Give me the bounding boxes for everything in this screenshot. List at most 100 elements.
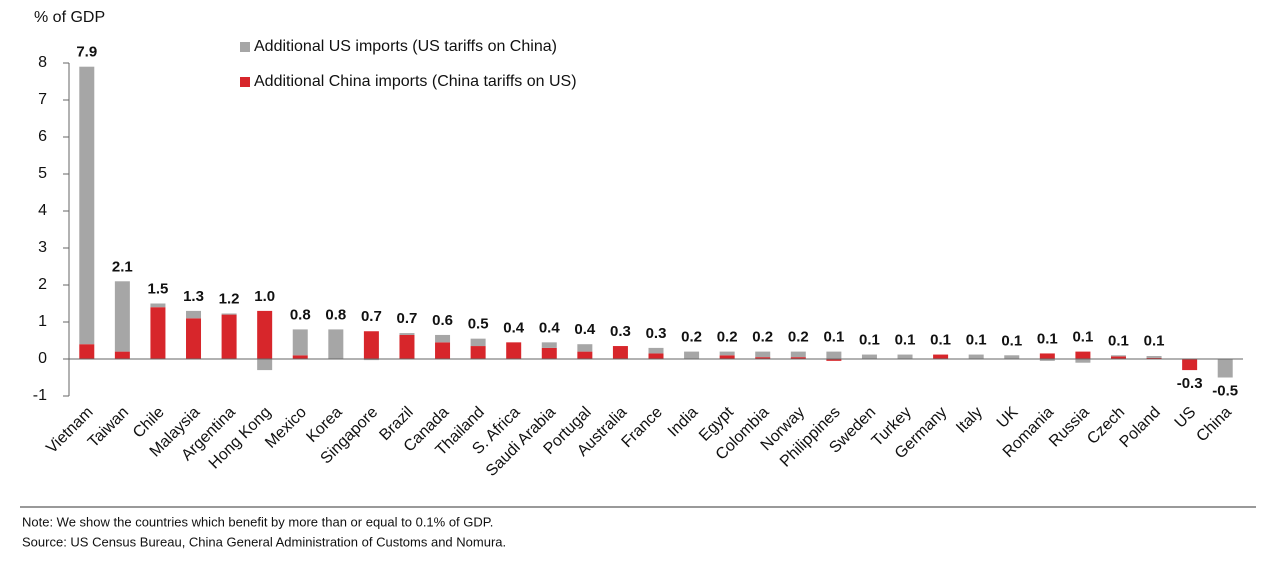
bar-segment xyxy=(435,334,451,343)
total-label: 1.5 xyxy=(148,280,169,297)
bar-segment xyxy=(719,351,735,356)
bar-segment xyxy=(897,354,913,359)
x-tick-label: Russia xyxy=(1046,404,1093,451)
total-label: 0.2 xyxy=(752,329,773,346)
bar-segment xyxy=(292,329,308,356)
legend-swatch xyxy=(240,77,250,87)
total-label: -0.3 xyxy=(1177,375,1203,392)
y-tick-label: 1 xyxy=(38,313,47,330)
total-label: 0.1 xyxy=(1144,332,1165,349)
bar-segment xyxy=(577,351,593,359)
total-label: 0.1 xyxy=(930,332,951,349)
bar-segment xyxy=(648,347,664,354)
total-label: 0.3 xyxy=(646,325,667,342)
bar-segment xyxy=(1217,359,1233,378)
bar-segment xyxy=(826,351,842,359)
bar-segment xyxy=(292,355,308,359)
bar-segment xyxy=(755,351,771,358)
total-label: 0.1 xyxy=(895,332,916,349)
bar-segment xyxy=(328,329,344,359)
bar-segment xyxy=(612,346,628,359)
total-label: 2.1 xyxy=(112,258,133,275)
total-label: 0.4 xyxy=(574,321,596,338)
bar-segment xyxy=(826,359,842,361)
total-label: 0.1 xyxy=(1037,330,1058,347)
total-label: 0.1 xyxy=(1001,332,1022,349)
bar-segment xyxy=(186,318,202,359)
total-label: 0.4 xyxy=(539,319,561,336)
total-label: 1.3 xyxy=(183,288,204,305)
bar-segment xyxy=(470,346,486,359)
bar-segment xyxy=(363,331,379,359)
source: Source: US Census Bureau, China General … xyxy=(22,534,506,549)
bar-segment xyxy=(684,351,700,359)
total-label: 1.2 xyxy=(219,290,240,307)
total-label: 0.2 xyxy=(788,329,809,346)
y-tick-label: 2 xyxy=(38,276,47,293)
total-label: 1.0 xyxy=(254,288,275,305)
total-label: 0.3 xyxy=(610,323,631,340)
bar-segment xyxy=(114,281,130,352)
bar-segment xyxy=(257,359,273,371)
bar-segment xyxy=(719,355,735,359)
y-axis-label: % of GDP xyxy=(34,9,105,26)
bar-segment xyxy=(186,310,202,319)
bar-segment xyxy=(221,313,237,315)
bar-segment xyxy=(1182,359,1198,371)
total-label: 0.1 xyxy=(1108,332,1129,349)
bar-segment xyxy=(257,310,273,359)
y-tick-label: 8 xyxy=(38,54,47,71)
bar-segment xyxy=(968,354,984,359)
total-label: 0.4 xyxy=(503,319,525,336)
bar-segment xyxy=(790,351,806,358)
bar-segment xyxy=(363,359,379,361)
total-label: 0.5 xyxy=(468,316,489,333)
legend-label: Additional China imports (China tariffs … xyxy=(254,73,577,90)
bar-segment xyxy=(79,344,95,359)
bar-segment xyxy=(1110,356,1126,359)
total-label: 0.1 xyxy=(859,332,880,349)
total-label: 0.1 xyxy=(1072,329,1093,346)
bar-segment xyxy=(577,344,593,352)
y-tick-label: 5 xyxy=(38,165,47,182)
bar-segment xyxy=(399,334,415,359)
total-label: 0.1 xyxy=(823,329,844,346)
x-tick-label: UK xyxy=(994,404,1022,432)
legend-swatch xyxy=(240,42,250,52)
y-tick-label: -1 xyxy=(33,387,47,404)
bar-segment xyxy=(790,357,806,359)
x-tick-label: Vietnam xyxy=(43,404,96,457)
bar-segment xyxy=(1075,351,1091,359)
bar-segment xyxy=(1039,359,1055,361)
bar-segment xyxy=(1004,355,1020,359)
bar-segment xyxy=(79,66,95,345)
x-tick-label: Italy xyxy=(953,404,986,437)
bar-segment xyxy=(1146,357,1162,359)
total-label: 0.7 xyxy=(397,310,418,327)
total-label: -0.5 xyxy=(1212,382,1238,399)
x-tick-label: Taiwan xyxy=(85,404,132,451)
legend-label: Additional US imports (US tariffs on Chi… xyxy=(254,38,557,55)
bar-segment xyxy=(470,338,486,347)
bar-segment xyxy=(506,342,522,359)
total-label: 0.2 xyxy=(681,329,702,346)
bar-segment xyxy=(648,353,664,359)
total-label: 0.8 xyxy=(325,306,346,323)
bar-segment xyxy=(933,354,949,359)
total-label: 0.6 xyxy=(432,312,453,329)
y-tick-label: 6 xyxy=(38,128,47,145)
bar-segment xyxy=(1039,353,1055,359)
bar-segment xyxy=(541,342,557,348)
bar-segment xyxy=(150,303,166,308)
bar-segment xyxy=(221,314,237,359)
note: Note: We show the countries which benefi… xyxy=(22,514,493,529)
y-tick-label: 7 xyxy=(38,91,47,108)
total-label: 0.7 xyxy=(361,308,382,325)
x-tick-label: France xyxy=(619,404,666,451)
x-tick-label: US xyxy=(1172,404,1200,432)
bar-segment xyxy=(1110,355,1126,357)
x-tick-label: India xyxy=(665,404,702,441)
y-tick-label: 0 xyxy=(38,350,47,367)
bar-segment xyxy=(755,357,771,359)
